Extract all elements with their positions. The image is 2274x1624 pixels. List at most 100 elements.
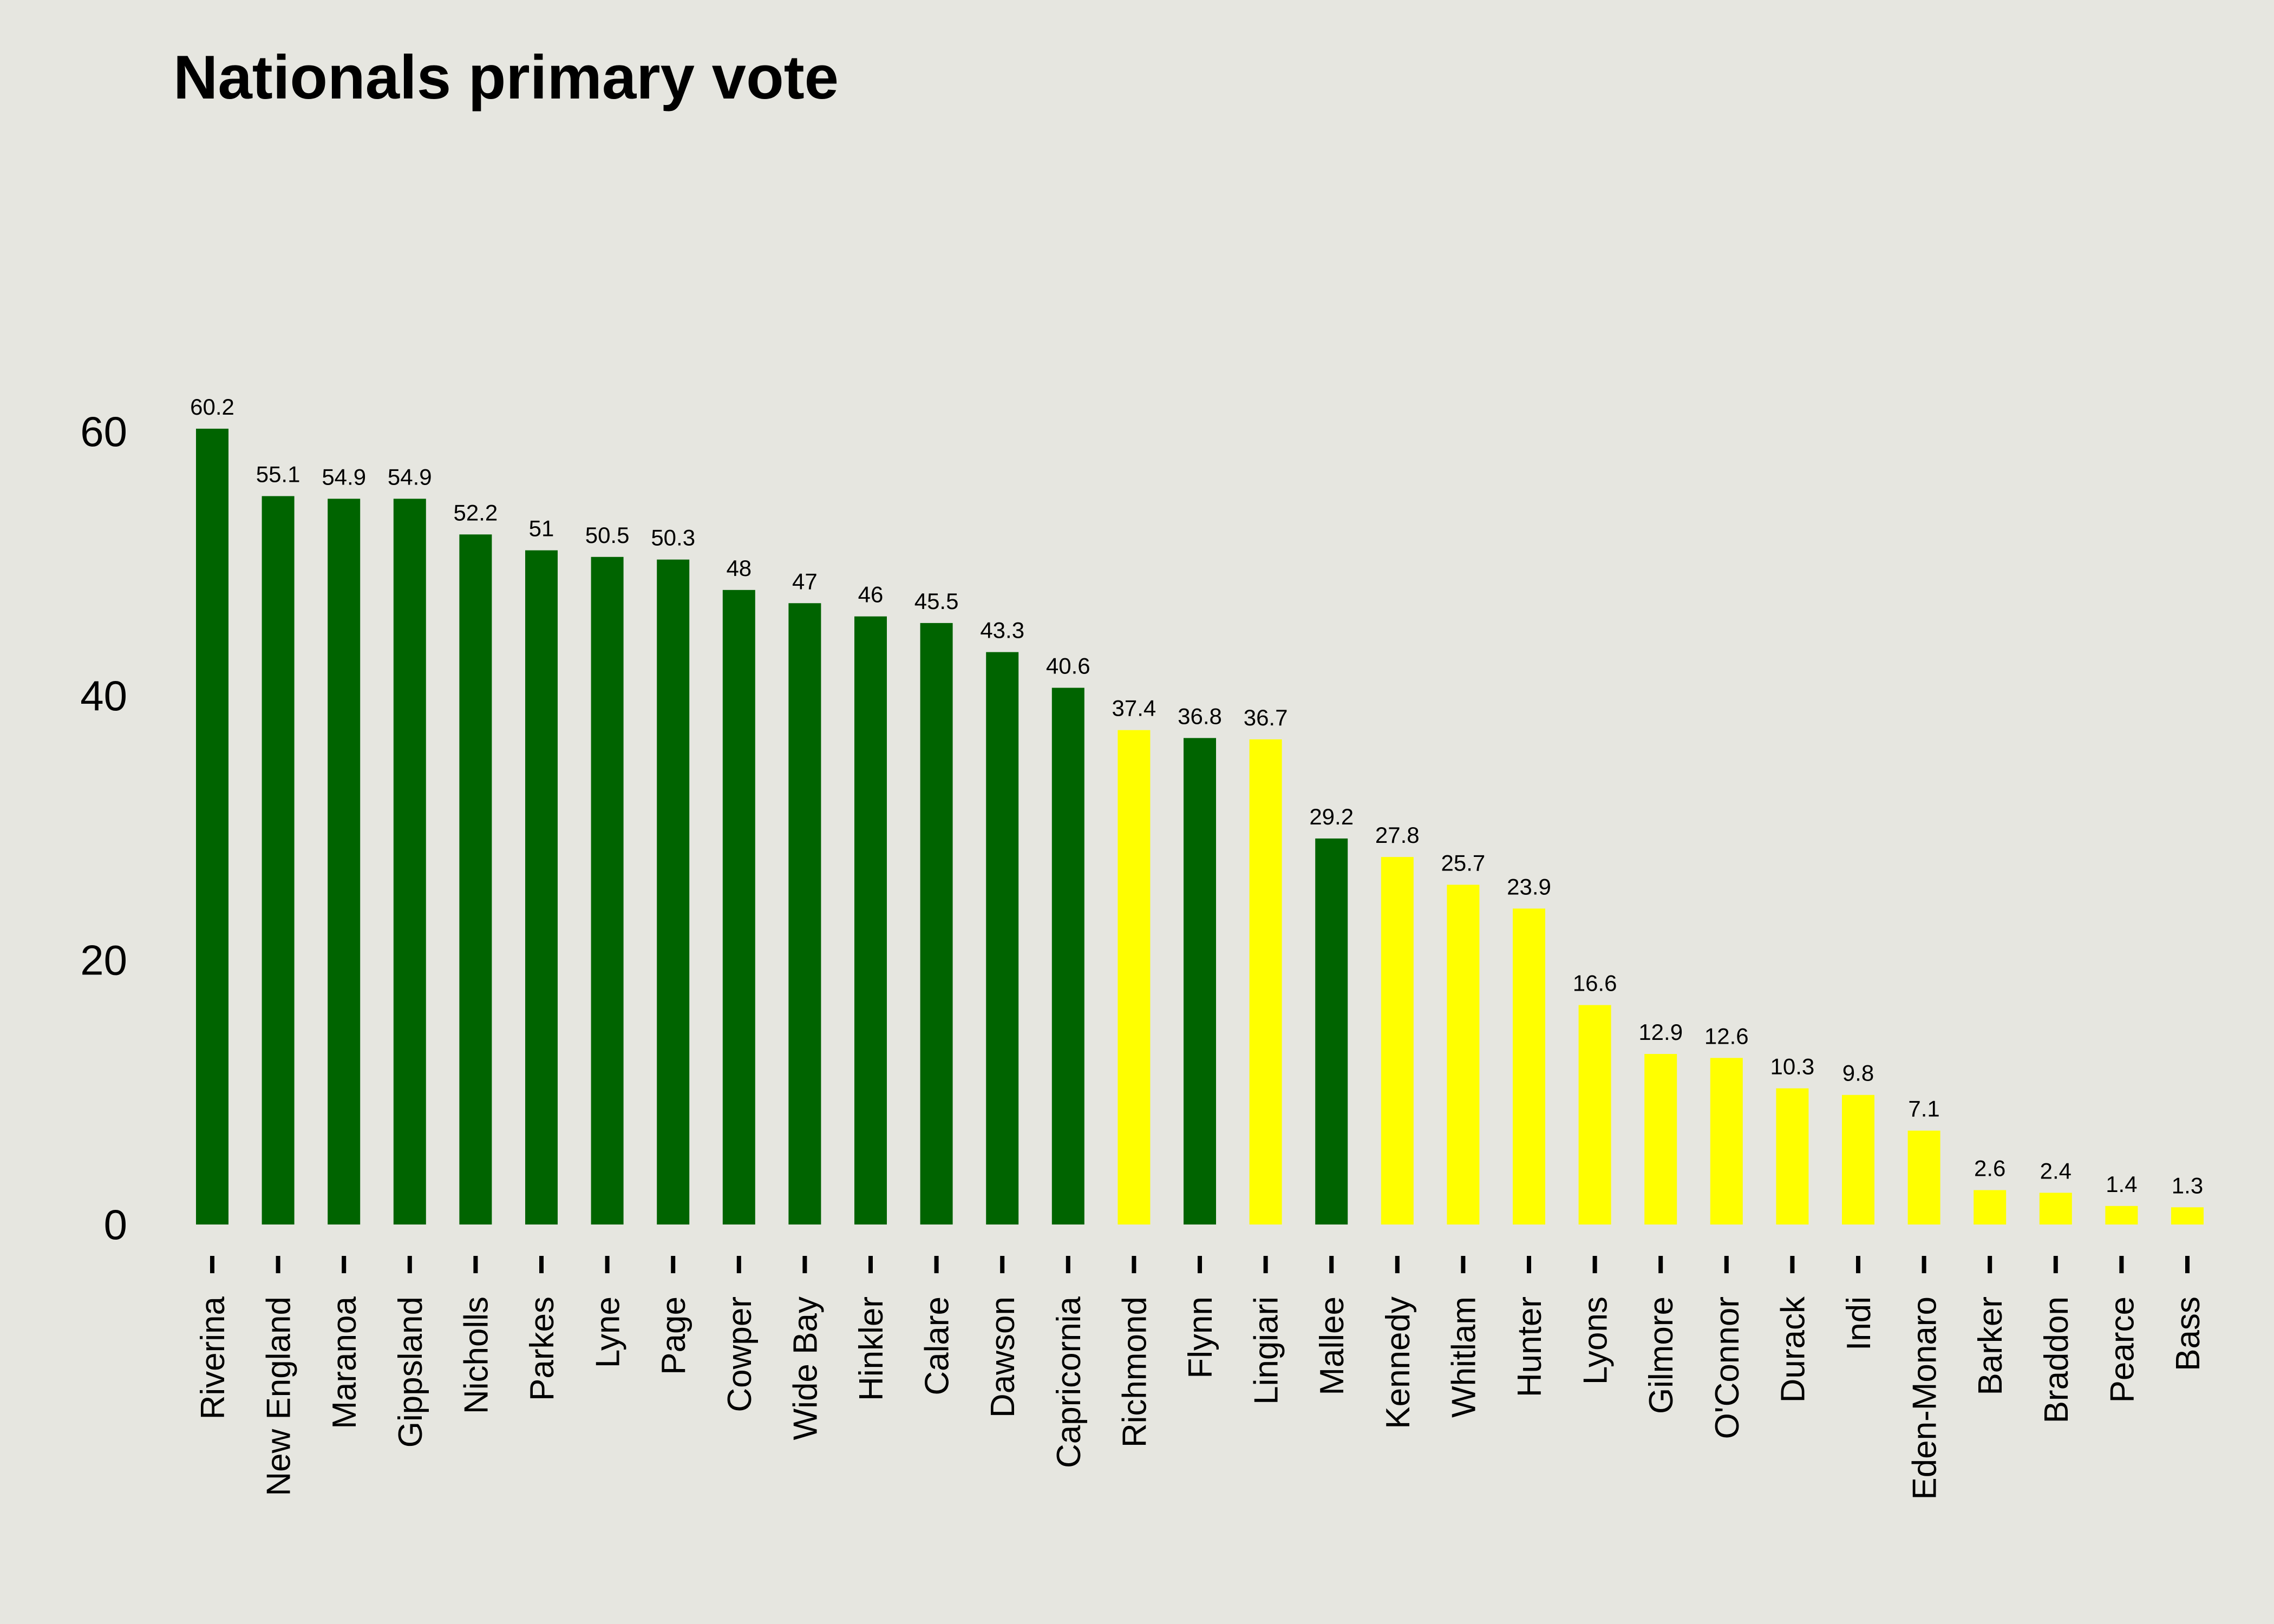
bar-maranoa [328, 499, 361, 1224]
data-label-wide-bay: 47 [792, 568, 818, 594]
data-label-bass: 1.3 [2172, 1173, 2203, 1198]
bar-eden-monaro [1907, 1130, 1940, 1224]
x-tick-label-lyons: Lyons [1577, 1296, 1615, 1385]
bar-gilmore [1644, 1053, 1677, 1224]
bar-gippsland [393, 499, 426, 1224]
data-label-flynn: 36.8 [1178, 703, 1222, 729]
data-label-barker: 2.6 [1974, 1156, 2005, 1181]
bars [196, 428, 2204, 1224]
data-label-pearce: 1.4 [2106, 1171, 2137, 1197]
bar-bass [2171, 1207, 2204, 1224]
x-axis-labels: Riverina New England Maranoa Gippsland Nicho… [194, 1296, 2207, 1500]
data-label-lyne: 50.5 [585, 522, 630, 548]
bar-capricornia [1051, 687, 1084, 1224]
x-tick-label-lingiari: Lingiari [1248, 1296, 1285, 1405]
bar-dawson [986, 652, 1019, 1224]
data-label-nicholls: 52.2 [454, 500, 498, 525]
bar-hunter [1513, 908, 1545, 1224]
data-label-new-england: 55.1 [256, 461, 300, 487]
x-tick-label-richmond: Richmond [1116, 1296, 1153, 1448]
x-tick-label-cowper: Cowper [721, 1296, 759, 1412]
data-label-lyons: 16.6 [1573, 971, 1617, 996]
y-tick-label-40: 40 [80, 672, 127, 719]
data-label-kennedy: 27.8 [1375, 822, 1420, 848]
x-tick-label-riverina: Riverina [194, 1296, 232, 1419]
x-tick-label-pearce: Pearce [2103, 1296, 2141, 1403]
bar-whitlam [1447, 885, 1480, 1224]
x-tick-label-page: Page [655, 1296, 692, 1375]
bar-kennedy [1381, 857, 1414, 1224]
data-label-cowper: 48 [726, 555, 752, 581]
bar-lyons [1578, 1005, 1611, 1224]
x-tick-label-dawson: Dawson [984, 1296, 1022, 1418]
bar-o-connor [1710, 1058, 1743, 1224]
x-tick-label-hinkler: Hinkler [853, 1296, 890, 1401]
x-tick-label-capricornia: Capricornia [1050, 1296, 1088, 1468]
bar-page [657, 559, 690, 1224]
bar-lingiari [1249, 739, 1282, 1224]
data-labels: 60.2 55.1 54.9 54.9 52.2 51 50.5 50.3 48 47 46 45.5… [190, 394, 2203, 1198]
data-label-whitlam: 25.7 [1441, 850, 1486, 875]
data-label-durack: 10.3 [1770, 1053, 1815, 1079]
x-tick-label-nicholls: Nicholls [458, 1296, 495, 1414]
data-label-dawson: 43.3 [980, 618, 1024, 643]
x-tick-label-parkes: Parkes [524, 1296, 561, 1401]
data-label-calare: 45.5 [914, 588, 959, 614]
x-tick-label-mallee: Mallee [1314, 1296, 1351, 1396]
bar-nicholls [459, 534, 492, 1224]
data-label-maranoa: 54.9 [322, 464, 366, 489]
x-tick-label-indi: Indi [1840, 1296, 1878, 1351]
bar-indi [1842, 1095, 1874, 1224]
bar-new-england [262, 496, 295, 1224]
bar-riverina [196, 428, 228, 1224]
data-label-riverina: 60.2 [190, 394, 234, 420]
data-label-hunter: 23.9 [1507, 874, 1551, 899]
data-label-indi: 9.8 [1842, 1060, 1874, 1086]
bar-hinkler [854, 616, 887, 1224]
x-tick-label-whitlam: Whitlam [1445, 1296, 1482, 1418]
x-axis-ticks [210, 1256, 2190, 1273]
y-axis-ticks: 0 20 40 60 [80, 408, 127, 1248]
data-label-mallee: 29.2 [1309, 804, 1354, 829]
bar-barker [1974, 1190, 2007, 1224]
x-tick-label-hunter: Hunter [1511, 1296, 1548, 1397]
bar-durack [1776, 1088, 1809, 1224]
y-tick-label-60: 60 [80, 408, 127, 455]
x-tick-label-durack: Durack [1774, 1296, 1812, 1403]
bar-parkes [525, 550, 558, 1224]
data-label-parkes: 51 [529, 516, 554, 541]
y-tick-label-20: 20 [80, 937, 127, 984]
x-tick-label-kennedy: Kennedy [1380, 1296, 1417, 1429]
bar-cowper [722, 590, 755, 1224]
x-tick-label-bass: Bass [2170, 1296, 2207, 1371]
x-tick-label-wide-bay: Wide Bay [787, 1296, 824, 1440]
x-tick-label-calare: Calare [919, 1296, 956, 1396]
bar-braddon [2039, 1193, 2072, 1224]
data-label-hinkler: 46 [858, 582, 884, 607]
data-label-richmond: 37.4 [1112, 696, 1156, 721]
data-label-lingiari: 36.7 [1244, 705, 1288, 730]
x-tick-label-new-england: New England [260, 1296, 298, 1496]
x-tick-label-gilmore: Gilmore [1643, 1296, 1680, 1414]
data-label-page: 50.3 [651, 525, 695, 551]
x-tick-label-maranoa: Maranoa [326, 1296, 363, 1429]
x-tick-label-gippsland: Gippsland [392, 1296, 429, 1448]
x-tick-label-flynn: Flynn [1182, 1296, 1219, 1379]
bar-richmond [1118, 730, 1151, 1224]
data-label-capricornia: 40.6 [1046, 653, 1090, 679]
bar-mallee [1315, 838, 1348, 1224]
bar-calare [920, 623, 953, 1224]
x-tick-label-braddon: Braddon [2038, 1296, 2075, 1423]
bar-flynn [1184, 738, 1216, 1224]
data-label-braddon: 2.4 [2040, 1158, 2072, 1183]
data-label-gilmore: 12.9 [1638, 1019, 1683, 1045]
bar-pearce [2105, 1206, 2138, 1224]
x-tick-label-eden-monaro: Eden-Monaro [1906, 1296, 1944, 1500]
x-tick-label-lyne: Lyne [590, 1296, 627, 1368]
data-label-eden-monaro: 7.1 [1908, 1096, 1939, 1122]
x-tick-label-barker: Barker [1972, 1296, 2009, 1396]
y-tick-label-0: 0 [104, 1201, 127, 1248]
bar-lyne [591, 556, 624, 1224]
chart-title: Nationals primary vote [173, 43, 839, 112]
